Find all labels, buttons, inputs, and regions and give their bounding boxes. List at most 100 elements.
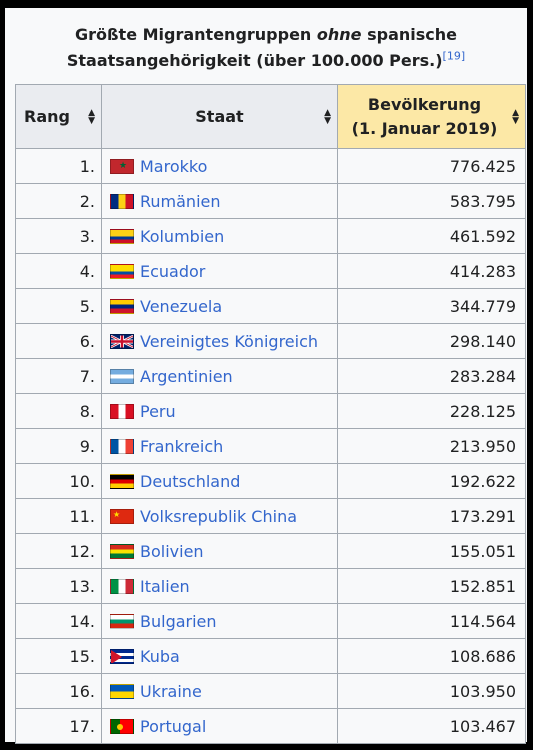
reference-link[interactable]: [19]	[442, 49, 466, 63]
bolivia-flag-icon	[110, 544, 134, 559]
state-cell: Deutschland	[101, 463, 338, 499]
country-link[interactable]: Peru	[140, 402, 176, 421]
table-row: 17. Portugal 103.467	[15, 708, 526, 744]
sort-header-rank[interactable]: Rang ▲ ▼	[15, 84, 102, 149]
country-link[interactable]: Bulgarien	[140, 612, 217, 631]
population-cell: 213.950	[337, 428, 526, 464]
sort-icon-active: ▲ ▼	[512, 107, 519, 126]
state-cell: Kuba	[101, 638, 338, 674]
country-link[interactable]: Ukraine	[140, 682, 202, 701]
country-link[interactable]: Volksrepublik China	[140, 507, 298, 526]
table-row: 8. Peru 228.125	[15, 393, 526, 429]
rank-cell: 10.	[15, 463, 102, 499]
population-cell: 283.284	[337, 358, 526, 394]
cuba-flag-icon	[110, 649, 134, 664]
population-cell: 776.425	[337, 148, 526, 184]
morocco-flag-icon: ★	[110, 159, 134, 174]
country-link[interactable]: Ecuador	[140, 262, 206, 281]
migrant-table: Rang ▲ ▼ Staat ▲ ▼ Bevölkerung (1. Januar …	[15, 84, 526, 744]
header-pop-label-2: (1. Januar 2019)	[351, 118, 498, 138]
rank-cell: 17.	[15, 708, 102, 744]
germany-flag-icon	[110, 474, 134, 489]
state-cell: Bolivien	[101, 533, 338, 569]
caption-text-1: Größte Migrantengruppen	[75, 25, 317, 44]
sort-header-population[interactable]: Bevölkerung (1. Januar 2019) ▲ ▼	[337, 84, 526, 149]
uk-flag-icon	[110, 334, 134, 349]
state-cell: Portugal	[101, 708, 338, 744]
state-cell: Argentinien	[101, 358, 338, 394]
caption-text-2: spanische	[361, 25, 457, 44]
table-frame: Größte Migrantengruppen ohne spanische S…	[5, 8, 527, 744]
table-row: 16. Ukraine 103.950	[15, 673, 526, 709]
rank-cell: 16.	[15, 673, 102, 709]
header-rank-label: Rang	[24, 107, 70, 126]
country-link[interactable]: Kuba	[140, 647, 180, 666]
table-row: 14. Bulgarien 114.564	[15, 603, 526, 639]
table-row: 10. Deutschland 192.622	[15, 463, 526, 499]
header-state-label: Staat	[195, 107, 244, 126]
state-cell: Kolumbien	[101, 218, 338, 254]
table-row: 9. Frankreich 213.950	[15, 428, 526, 464]
table-row: 5. Venezuela 344.779	[15, 288, 526, 324]
portugal-flag-icon	[110, 719, 134, 734]
bulgaria-flag-icon	[110, 614, 134, 629]
rank-cell: 2.	[15, 183, 102, 219]
ecuador-flag-icon	[110, 264, 134, 279]
caption-italic: ohne	[316, 25, 362, 44]
country-link[interactable]: Marokko	[140, 157, 208, 176]
rank-cell: 13.	[15, 568, 102, 604]
france-flag-icon	[110, 439, 134, 454]
header-pop-label-1: Bevölkerung	[367, 94, 482, 114]
population-cell: 414.283	[337, 253, 526, 289]
population-cell: 192.622	[337, 463, 526, 499]
population-cell: 103.467	[337, 708, 526, 744]
population-cell: 461.592	[337, 218, 526, 254]
population-cell: 583.795	[337, 183, 526, 219]
rank-cell: 4.	[15, 253, 102, 289]
country-link[interactable]: Venezuela	[140, 297, 223, 316]
state-cell: Frankreich	[101, 428, 338, 464]
rank-cell: 5.	[15, 288, 102, 324]
state-cell: Italien	[101, 568, 338, 604]
table-row: 2. Rumänien 583.795	[15, 183, 526, 219]
country-link[interactable]: Frankreich	[140, 437, 224, 456]
rank-cell: 8.	[15, 393, 102, 429]
country-link[interactable]: Portugal	[140, 717, 207, 736]
country-link[interactable]: Rumänien	[140, 192, 221, 211]
italy-flag-icon	[110, 579, 134, 594]
romania-flag-icon	[110, 194, 134, 209]
rank-cell: 9.	[15, 428, 102, 464]
state-cell: Peru	[101, 393, 338, 429]
state-cell: Venezuela	[101, 288, 338, 324]
country-link[interactable]: Italien	[140, 577, 190, 596]
ukraine-flag-icon	[110, 684, 134, 699]
peru-flag-icon	[110, 404, 134, 419]
table-row: 7. Argentinien 283.284	[15, 358, 526, 394]
population-cell: 173.291	[337, 498, 526, 534]
sort-icon: ▲ ▼	[324, 107, 331, 126]
rank-cell: 11.	[15, 498, 102, 534]
country-link[interactable]: Deutschland	[140, 472, 241, 491]
state-cell: Ecuador	[101, 253, 338, 289]
population-cell: 344.779	[337, 288, 526, 324]
population-cell: 298.140	[337, 323, 526, 359]
sort-header-state[interactable]: Staat ▲ ▼	[101, 84, 338, 149]
country-link[interactable]: Vereinigtes Königreich	[140, 332, 319, 351]
state-cell: ★ Volksrepublik China	[101, 498, 338, 534]
country-link[interactable]: Kolumbien	[140, 227, 225, 246]
country-link[interactable]: Bolivien	[140, 542, 204, 561]
population-cell: 108.686	[337, 638, 526, 674]
state-cell: Rumänien	[101, 183, 338, 219]
population-cell: 114.564	[337, 603, 526, 639]
country-link[interactable]: Argentinien	[140, 367, 233, 386]
table-caption: Größte Migrantengruppen ohne spanische S…	[5, 22, 527, 74]
rank-cell: 1.	[15, 148, 102, 184]
venezuela-flag-icon	[110, 299, 134, 314]
population-cell: 152.851	[337, 568, 526, 604]
state-cell: ★ Marokko	[101, 148, 338, 184]
rank-cell: 3.	[15, 218, 102, 254]
rank-cell: 15.	[15, 638, 102, 674]
table-row: 6. Vereinigtes Königreich 298.140	[15, 323, 526, 359]
table-row: 3. Kolumbien 461.592	[15, 218, 526, 254]
table-row: 15. Kuba 108.686	[15, 638, 526, 674]
